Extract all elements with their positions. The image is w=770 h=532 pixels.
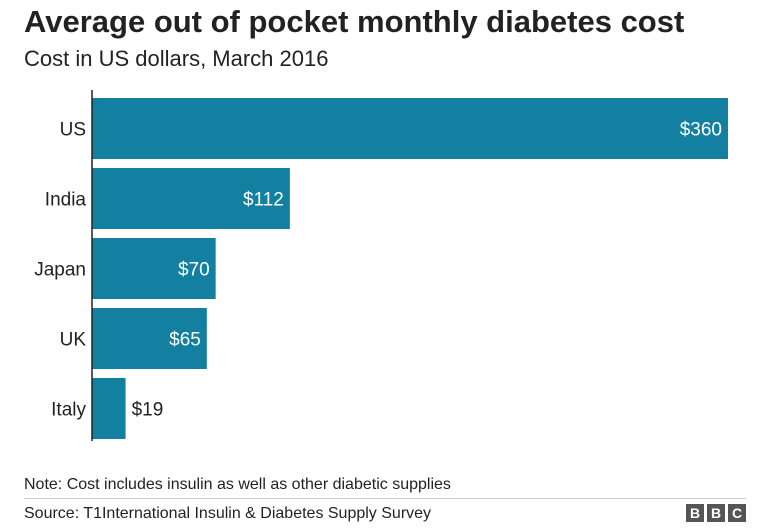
bar-japan [92, 238, 216, 299]
category-label: US [60, 120, 86, 141]
category-label: UK [60, 330, 87, 351]
chart-title: Average out of pocket monthly diabetes c… [24, 4, 685, 39]
category-label: Japan [34, 260, 86, 281]
category-label: India [45, 190, 87, 211]
footnote: Note: Cost includes insulin as well as o… [24, 476, 451, 493]
bar-italy [92, 378, 126, 439]
bar-us [92, 98, 728, 159]
bar-india [92, 168, 290, 229]
logo-letter: C [728, 504, 746, 522]
logo-letter: B [686, 504, 704, 522]
category-label: Italy [51, 400, 86, 421]
bbc-logo-icon: B B C [686, 504, 746, 522]
value-label: $360 [680, 120, 722, 141]
source-note: Source: T1International Insulin & Diabet… [24, 505, 432, 522]
logo-letter: B [707, 504, 725, 522]
chart-subtitle: Cost in US dollars, March 2016 [24, 46, 329, 71]
value-label: $19 [132, 400, 164, 421]
value-label: $112 [243, 190, 284, 211]
value-label: $70 [178, 260, 210, 281]
value-label: $65 [169, 330, 201, 351]
bar-chart: US $360 India $112 Japan $70 UK $65 Italy $19 [34, 90, 728, 441]
bar-uk [92, 308, 207, 369]
footer-divider [24, 498, 746, 499]
